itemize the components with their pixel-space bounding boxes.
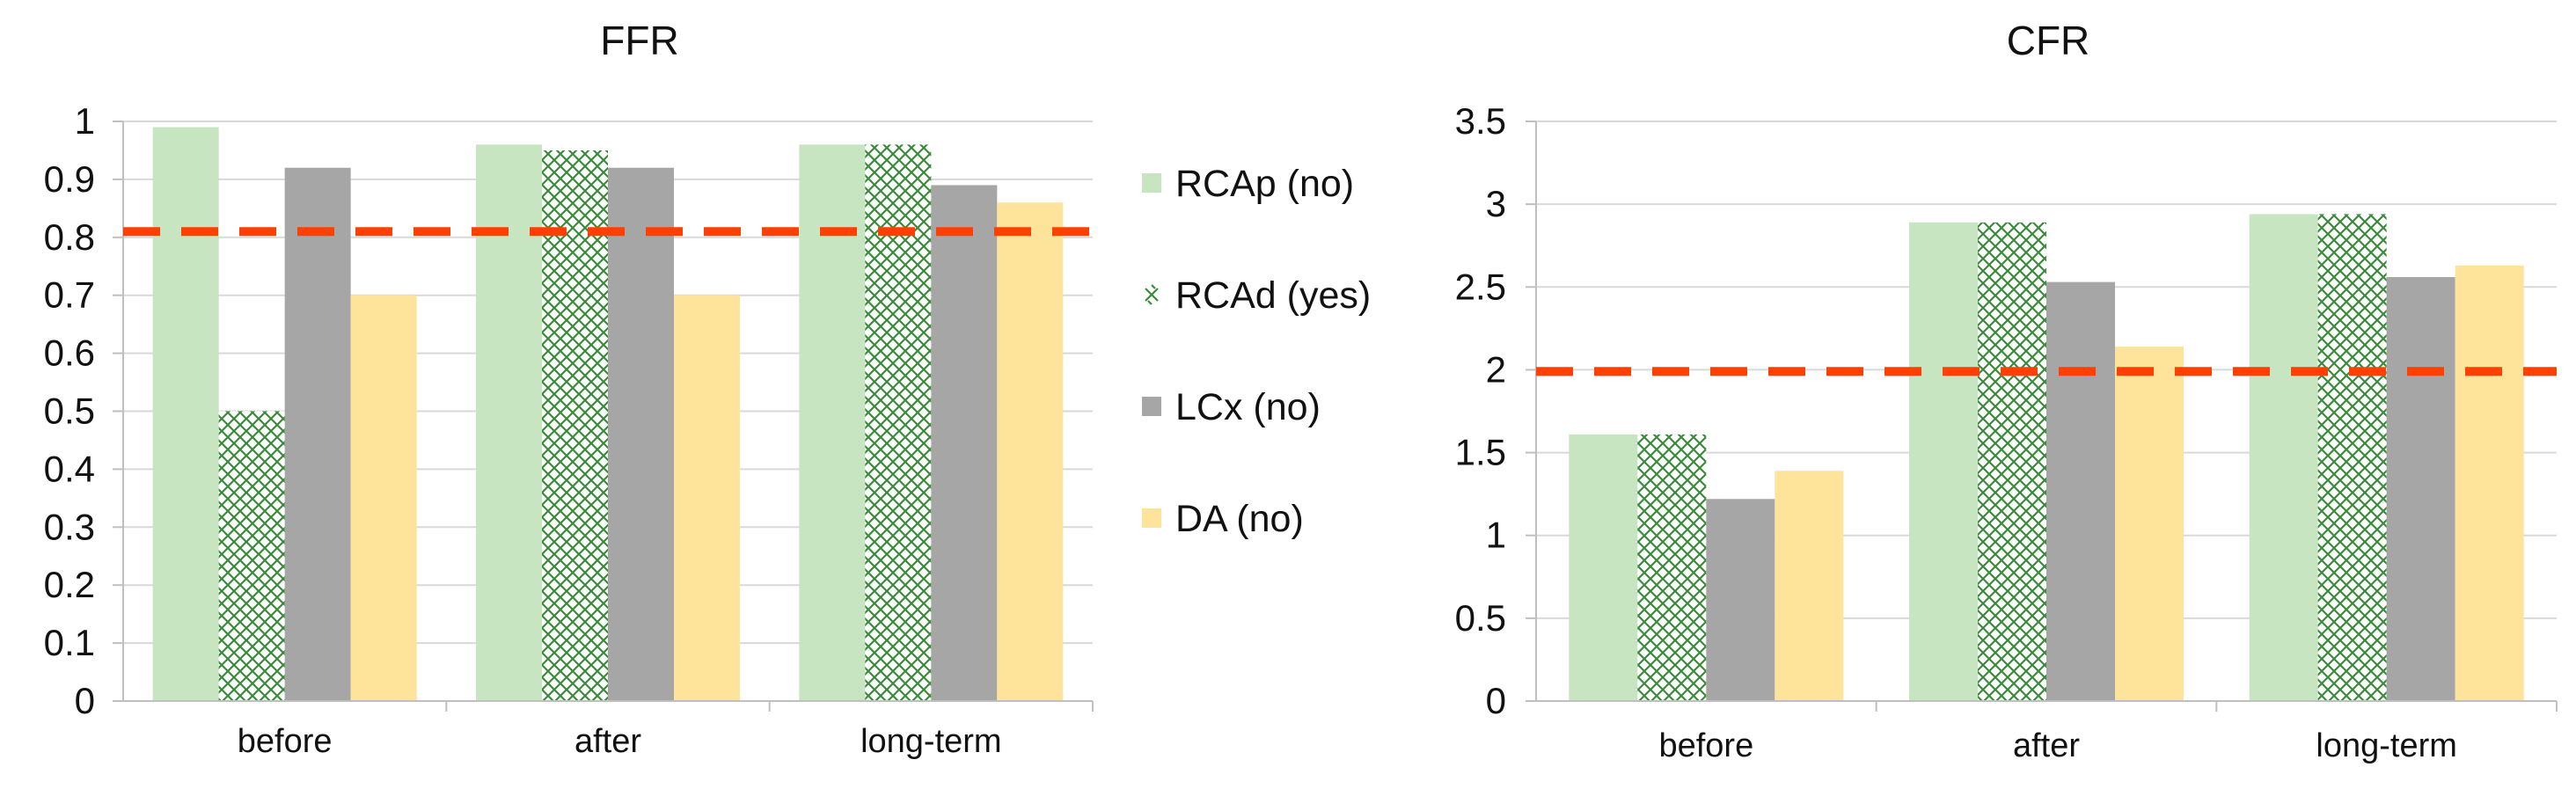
ffr-y-tick-label: 0.1 (44, 622, 95, 663)
cfr-y-tick-label: 2 (1486, 348, 1506, 390)
cfr-y-tick-label: 3.5 (1455, 100, 1506, 142)
legend-swatch-hatch (1145, 284, 1159, 305)
ffr-y-tick-label: 0.2 (44, 564, 95, 605)
ffr-y-tick-label: 0.8 (44, 216, 95, 258)
cfr-bars (1569, 214, 2524, 702)
legend-swatch-rcad (1142, 284, 1161, 305)
cfr-category-labels: before after long-term (1658, 727, 2456, 764)
ffr-y-tick-label: 1 (75, 100, 95, 142)
cfr-y-tick-label: 0 (1486, 680, 1506, 721)
cfr-bar-rcap-after (1909, 222, 1978, 702)
ffr-category-labels: before after long-term (238, 723, 1002, 760)
ffr-axes (113, 121, 1094, 712)
legend-label-lcx: LCx (no) (1175, 386, 1321, 428)
ffr-bar-da-long-term (997, 202, 1064, 701)
cfr-y-tick-label: 0.5 (1455, 597, 1506, 639)
cfr-chart: CFR 0 0.5 1 1.5 2 2.5 3 3.5 before after long-ter… (1455, 18, 2558, 764)
legend-label-rcad: RCAd (yes) (1175, 274, 1371, 317)
ffr-y-tick-label: 0.4 (44, 448, 95, 489)
ffr-y-tick-label: 0.6 (44, 332, 95, 374)
legend-swatch-rcap (1142, 173, 1161, 193)
ffr-bars (152, 127, 1064, 702)
legend-swatch-da (1142, 508, 1161, 528)
ffr-category-label-long-term: long-term (860, 723, 1002, 760)
ffr-category-label-after: after (574, 723, 641, 760)
ffr-y-tick-label: 0.9 (44, 158, 95, 200)
cfr-category-label-long-term: long-term (2316, 727, 2457, 764)
ffr-y-tick-label: 0 (75, 680, 95, 721)
ffr-bar-rcad-before (218, 411, 285, 701)
ffr-y-tick-label: 0.3 (44, 506, 95, 547)
legend-swatch-lcx (1142, 397, 1161, 416)
ffr-chart-title: FFR (600, 18, 678, 63)
cfr-bar-rcad-before (1637, 434, 1707, 701)
ffr-category-label-before: before (238, 723, 333, 760)
ffr-y-tick-labels: 0 0.1 0.2 0.3 0.4 0.5 0.6 0.7 0.8 0.9 1 (44, 100, 95, 721)
ffr-bar-lcx-before (284, 167, 351, 702)
cfr-bar-rcad-long-term (2317, 214, 2387, 701)
cfr-y-tick-label: 1.5 (1455, 432, 1506, 473)
ffr-chart: FFR 0 0.1 0.2 0.3 0.4 0.5 0.6 0.7 0.8 0.9 1 before… (44, 18, 1094, 760)
cfr-bar-lcx-before (1706, 499, 1775, 701)
ffr-bar-rcap-long-term (799, 144, 866, 702)
cfr-bar-da-before (1775, 471, 1844, 701)
ffr-bar-da-after (674, 295, 740, 701)
cfr-bar-da-long-term (2455, 265, 2524, 701)
cfr-axes (1526, 121, 2558, 712)
cfr-category-label-before: before (1658, 727, 1753, 764)
cfr-bar-rcap-before (1569, 434, 1638, 701)
cfr-category-label-after: after (2013, 727, 2080, 764)
cfr-bar-rcad-after (1978, 222, 2046, 702)
ffr-bar-rcad-after (542, 150, 608, 701)
cfr-y-tick-label: 2.5 (1455, 266, 1506, 307)
ffr-y-tick-label: 0.7 (44, 274, 95, 316)
legend-label-da: DA (no) (1175, 498, 1304, 540)
cfr-bar-rcap-long-term (2249, 214, 2318, 701)
ffr-bar-lcx-long-term (931, 185, 998, 702)
cfr-y-tick-label: 1 (1486, 515, 1506, 556)
ffr-bar-da-before (350, 295, 417, 701)
cfr-bar-lcx-long-term (2386, 276, 2455, 701)
ffr-y-tick-label: 0.5 (44, 391, 95, 432)
cfr-bar-da-after (2115, 347, 2184, 701)
cfr-y-tick-labels: 0 0.5 1 1.5 2 2.5 3 3.5 (1455, 100, 1506, 721)
cfr-y-tick-label: 3 (1486, 183, 1506, 224)
legend: RCAp (no) RCAd (yes) LCx (no) DA (no) (1142, 163, 1371, 540)
ffr-bar-rcad-long-term (865, 144, 932, 702)
cfr-chart-title: CFR (2007, 18, 2090, 63)
legend-label-rcap: RCAp (no) (1175, 163, 1354, 205)
cfr-bar-lcx-after (2046, 281, 2115, 701)
ffr-bar-rcap-after (476, 144, 542, 702)
ffr-bar-rcap-before (152, 127, 219, 702)
ffr-bar-lcx-after (608, 167, 674, 702)
